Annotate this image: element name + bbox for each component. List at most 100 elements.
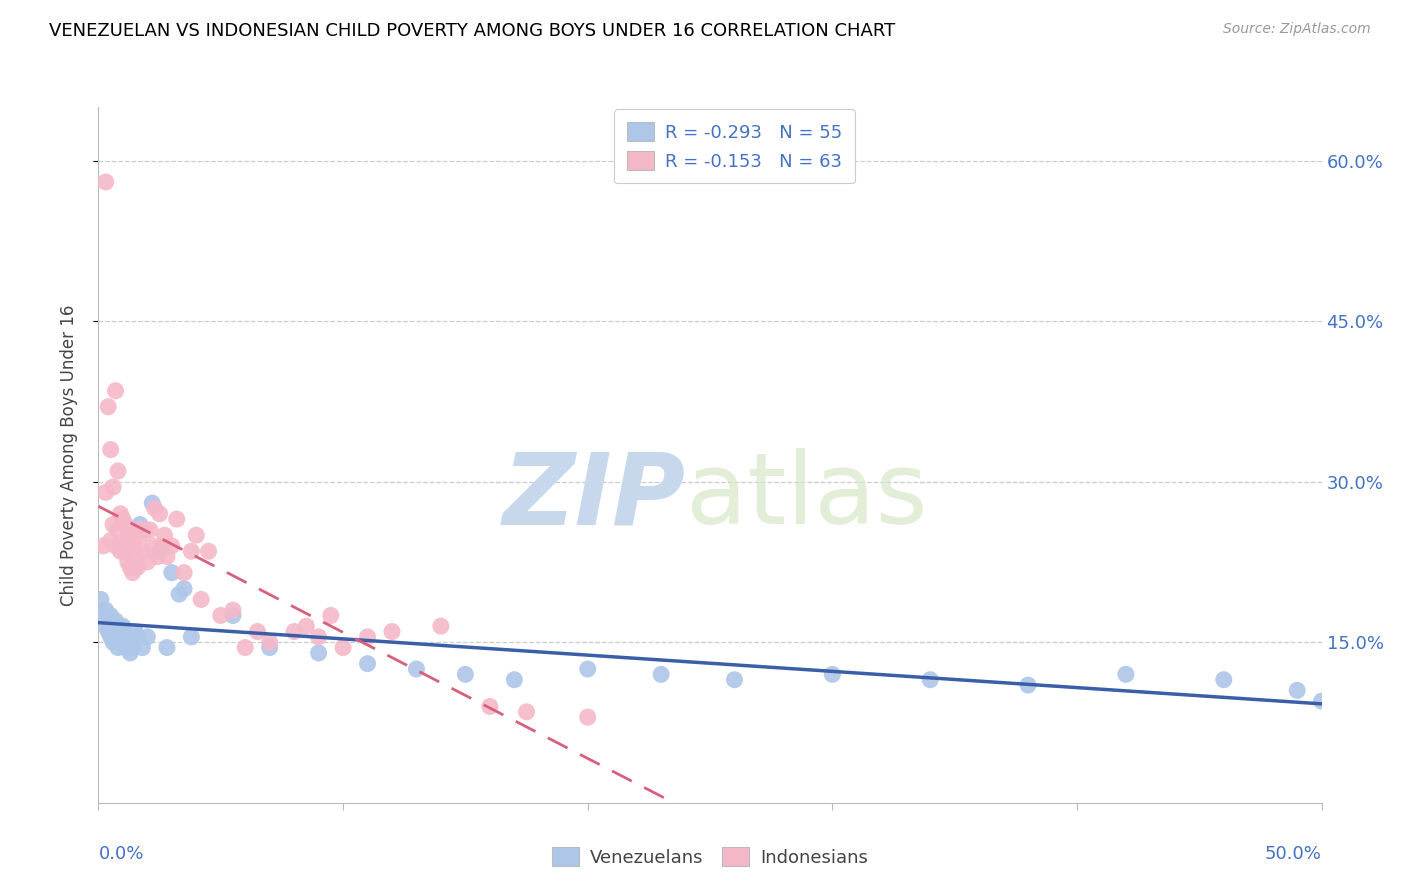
Point <box>104 614 127 628</box>
Text: Source: ZipAtlas.com: Source: ZipAtlas.com <box>1223 22 1371 37</box>
Point <box>134 523 156 537</box>
Text: VENEZUELAN VS INDONESIAN CHILD POVERTY AMONG BOYS UNDER 16 CORRELATION CHART: VENEZUELAN VS INDONESIAN CHILD POVERTY A… <box>49 22 896 40</box>
Point <box>111 539 134 553</box>
Point <box>104 384 127 398</box>
Point <box>107 619 129 633</box>
Point <box>104 630 127 644</box>
Point <box>107 640 129 655</box>
Point <box>127 523 149 537</box>
Point <box>120 560 142 574</box>
Point <box>110 624 132 639</box>
Point <box>209 608 232 623</box>
Point <box>111 619 134 633</box>
Point <box>104 539 127 553</box>
Point <box>478 699 501 714</box>
Point <box>166 512 188 526</box>
Point <box>97 400 120 414</box>
Point <box>1286 683 1309 698</box>
Point <box>821 667 844 681</box>
Point <box>94 485 117 500</box>
Point <box>454 667 477 681</box>
Point <box>576 662 599 676</box>
Point <box>1310 694 1333 708</box>
Point <box>222 603 245 617</box>
Point <box>124 624 146 639</box>
Point <box>143 501 166 516</box>
Point <box>124 560 146 574</box>
Point <box>503 673 526 687</box>
Point <box>114 630 136 644</box>
Point <box>381 624 404 639</box>
Point <box>356 657 378 671</box>
Point <box>121 533 143 548</box>
Point <box>1017 678 1039 692</box>
Point <box>197 544 219 558</box>
Point <box>180 544 202 558</box>
Text: 50.0%: 50.0% <box>1265 845 1322 863</box>
Point <box>100 608 122 623</box>
Point <box>111 512 134 526</box>
Point <box>117 630 139 644</box>
Point <box>650 667 672 681</box>
Point <box>121 640 143 655</box>
Point <box>107 523 129 537</box>
Point <box>576 710 599 724</box>
Point <box>356 630 378 644</box>
Point <box>111 635 134 649</box>
Point <box>156 549 179 564</box>
Point <box>180 630 202 644</box>
Point <box>94 603 117 617</box>
Point <box>246 624 269 639</box>
Point <box>259 640 281 655</box>
Point <box>94 175 117 189</box>
Point <box>101 624 124 639</box>
Point <box>91 539 114 553</box>
Point <box>186 528 208 542</box>
Point <box>136 555 159 569</box>
Point <box>222 608 245 623</box>
Point <box>173 566 195 580</box>
Point <box>149 544 172 558</box>
Text: atlas: atlas <box>686 448 927 545</box>
Point <box>515 705 537 719</box>
Point <box>117 528 139 542</box>
Point <box>110 544 132 558</box>
Point <box>1212 673 1234 687</box>
Point <box>139 523 162 537</box>
Point <box>124 544 146 558</box>
Point <box>121 566 143 580</box>
Point <box>114 544 136 558</box>
Point <box>430 619 453 633</box>
Text: ZIP: ZIP <box>502 448 686 545</box>
Point <box>100 533 122 548</box>
Point <box>156 640 179 655</box>
Point <box>114 517 136 532</box>
Point <box>153 528 176 542</box>
Point <box>160 539 183 553</box>
Point <box>101 517 124 532</box>
Point <box>110 630 132 644</box>
Point <box>295 619 318 633</box>
Point <box>308 646 330 660</box>
Point <box>100 442 122 457</box>
Text: 0.0%: 0.0% <box>98 845 143 863</box>
Point <box>141 496 163 510</box>
Point <box>283 624 305 639</box>
Point <box>160 566 183 580</box>
Point <box>131 640 153 655</box>
Point <box>233 640 256 655</box>
Point <box>1115 667 1137 681</box>
Point <box>259 635 281 649</box>
Point <box>94 619 117 633</box>
Point <box>91 608 114 623</box>
Legend: Venezuelans, Indonesians: Venezuelans, Indonesians <box>546 839 875 874</box>
Point <box>127 560 149 574</box>
Point <box>308 630 330 644</box>
Point <box>332 640 354 655</box>
Point <box>114 640 136 655</box>
Point <box>110 507 132 521</box>
Point <box>120 640 142 655</box>
Point <box>141 539 163 553</box>
Point <box>101 480 124 494</box>
Point <box>167 587 190 601</box>
